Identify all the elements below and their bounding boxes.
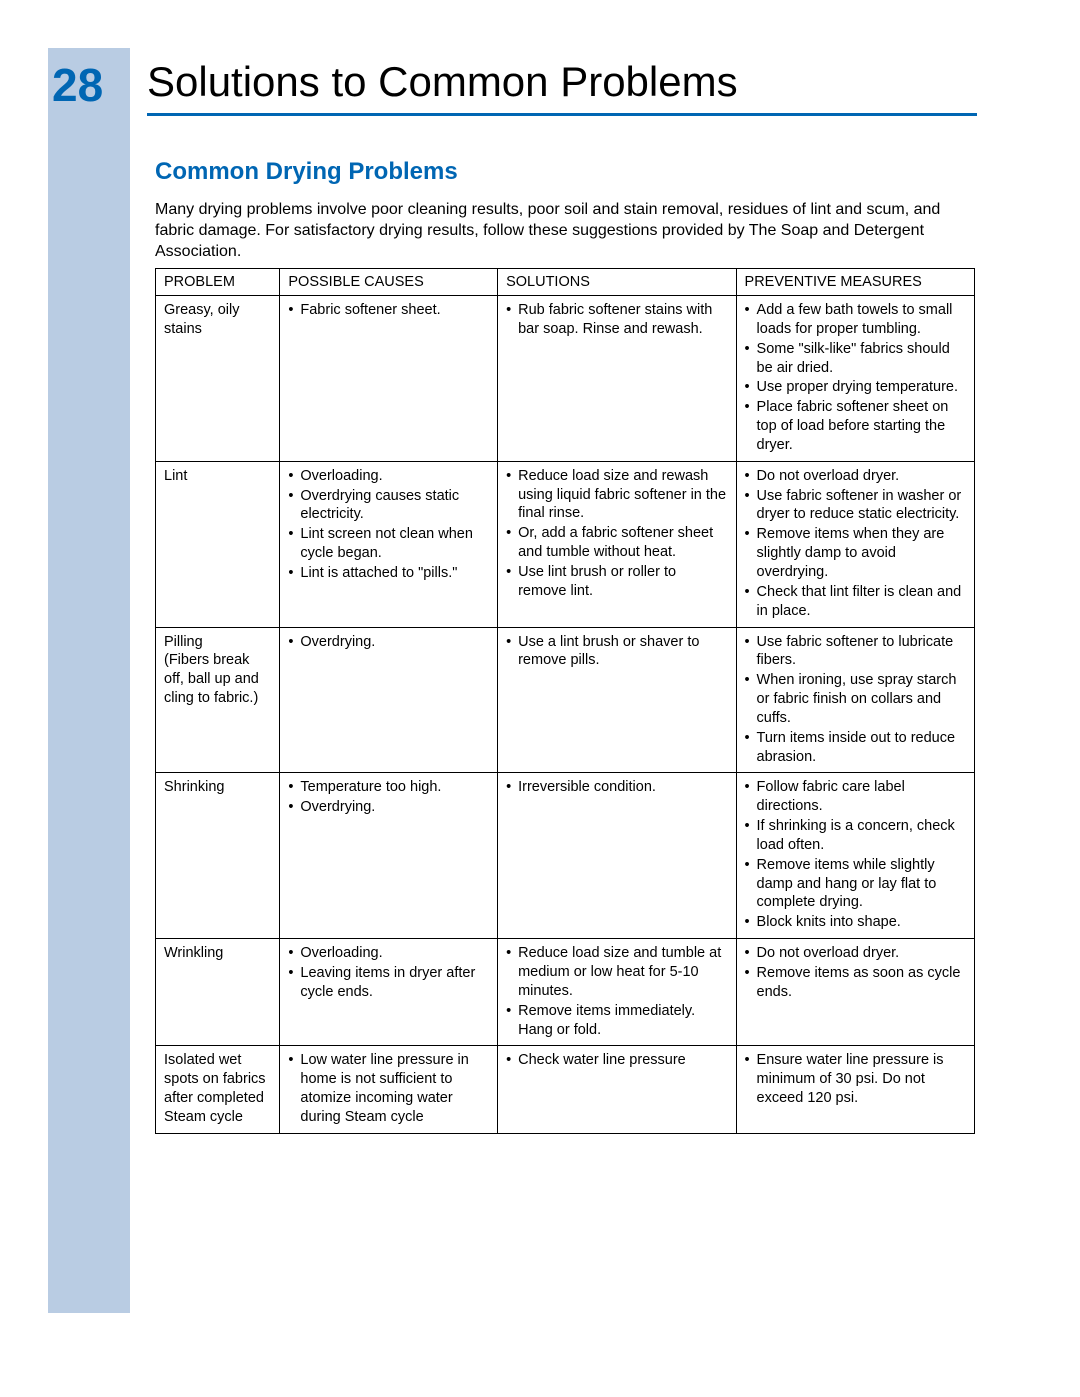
bullet-item: Some "silk-like" fabrics should be air d…: [745, 340, 966, 378]
bullet-item: Use fabric softener in washer or dryer t…: [745, 487, 966, 525]
bullet-list: Overloading.Overdrying causes static ele…: [288, 467, 489, 583]
cell-preventive: Ensure water line pressure is minimum of…: [736, 1046, 974, 1133]
header-solutions: SOLUTIONS: [498, 269, 736, 296]
bullet-item: Do not overload dryer.: [745, 944, 966, 963]
intro-paragraph: Many drying problems involve poor cleani…: [155, 200, 970, 262]
bullet-list: Follow fabric care label directions.If s…: [745, 778, 966, 932]
cell-problem: Greasy, oily stains: [156, 296, 280, 462]
bullet-item: Remove items while slightly damp and han…: [745, 856, 966, 913]
bullet-item: Leaving items in dryer after cycle ends.: [288, 964, 489, 1002]
bullet-item: Overdrying.: [288, 633, 489, 652]
bullet-item: Use fabric softener to lubricate fibers.: [745, 633, 966, 671]
bullet-item: Overloading.: [288, 467, 489, 486]
cell-solutions: Check water line pressure: [498, 1046, 736, 1133]
bullet-item: If shrinking is a concern, check load of…: [745, 817, 966, 855]
bullet-item: Do not overload dryer.: [745, 467, 966, 486]
header-causes: POSSIBLE CAUSES: [280, 269, 498, 296]
bullet-item: Ensure water line pressure is minimum of…: [745, 1051, 966, 1108]
cell-solutions: Reduce load size and tumble at medium or…: [498, 939, 736, 1046]
bullet-item: Remove items when they are slightly damp…: [745, 525, 966, 582]
cell-causes: Low water line pressure in home is not s…: [280, 1046, 498, 1133]
cell-causes: Overdrying.: [280, 627, 498, 773]
cell-preventive: Add a few bath towels to small loads for…: [736, 296, 974, 462]
sidebar-bar: [48, 48, 130, 1313]
table-row: ShrinkingTemperature too high.Overdrying…: [156, 773, 975, 939]
page-title: Solutions to Common Problems: [147, 58, 738, 106]
bullet-item: Turn items inside out to reduce abrasion…: [745, 729, 966, 767]
table-row: Isolated wet spots on fabrics after comp…: [156, 1046, 975, 1133]
bullet-item: When ironing, use spray starch or fabric…: [745, 671, 966, 728]
cell-solutions: Reduce load size and rewash using liquid…: [498, 461, 736, 627]
bullet-list: Temperature too high.Overdrying.: [288, 778, 489, 817]
bullet-list: Fabric softener sheet.: [288, 301, 489, 320]
bullet-list: Reduce load size and rewash using liquid…: [506, 467, 727, 601]
bullet-item: Block knits into shape.: [745, 913, 966, 932]
bullet-item: Use a lint brush or shaver to remove pil…: [506, 633, 727, 671]
bullet-item: Overdrying causes static electricity.: [288, 487, 489, 525]
cell-preventive: Follow fabric care label directions.If s…: [736, 773, 974, 939]
table-row: Greasy, oily stains Fabric softener sheet…: [156, 296, 975, 462]
bullet-list: Add a few bath towels to small loads for…: [745, 301, 966, 455]
section-heading: Common Drying Problems: [155, 158, 458, 186]
bullet-list: Do not overload dryer.Remove items as so…: [745, 944, 966, 1002]
cell-preventive: Do not overload dryer.Use fabric softene…: [736, 461, 974, 627]
cell-problem: Lint: [156, 461, 280, 627]
bullet-item: Remove items as soon as cycle ends.: [745, 964, 966, 1002]
bullet-list: Reduce load size and tumble at medium or…: [506, 944, 727, 1039]
title-rule: [147, 113, 977, 116]
bullet-item: Rub fabric softener stains with bar soap…: [506, 301, 727, 339]
table-row: Pilling (Fibers break off, ball up and c…: [156, 627, 975, 773]
bullet-item: Reduce load size and rewash using liquid…: [506, 467, 727, 524]
bullet-item: Reduce load size and tumble at medium or…: [506, 944, 727, 1001]
header-preventive: PREVENTIVE MEASURES: [736, 269, 974, 296]
bullet-item: Or, add a fabric softener sheet and tumb…: [506, 524, 727, 562]
bullet-item: Temperature too high.: [288, 778, 489, 797]
cell-preventive: Use fabric softener to lubricate fibers.…: [736, 627, 974, 773]
bullet-list: Check water line pressure: [506, 1051, 727, 1070]
bullet-item: Low water line pressure in home is not s…: [288, 1051, 489, 1126]
bullet-item: Add a few bath towels to small loads for…: [745, 301, 966, 339]
bullet-list: Overloading.Leaving items in dryer after…: [288, 944, 489, 1002]
bullet-list: Irreversible condition.: [506, 778, 727, 797]
cell-problem: Isolated wet spots on fabrics after comp…: [156, 1046, 280, 1133]
cell-causes: Overloading.Overdrying causes static ele…: [280, 461, 498, 627]
bullet-item: Follow fabric care label directions.: [745, 778, 966, 816]
problems-table: PROBLEM POSSIBLE CAUSES SOLUTIONS PREVEN…: [155, 268, 975, 1134]
bullet-item: Check water line pressure: [506, 1051, 727, 1070]
cell-problem: Shrinking: [156, 773, 280, 939]
cell-problem: Wrinkling: [156, 939, 280, 1046]
bullet-list: Do not overload dryer.Use fabric softene…: [745, 467, 966, 621]
table-row: WrinklingOverloading.Leaving items in dr…: [156, 939, 975, 1046]
cell-problem: Pilling (Fibers break off, ball up and c…: [156, 627, 280, 773]
bullet-list: Use a lint brush or shaver to remove pil…: [506, 633, 727, 671]
bullet-list: Overdrying.: [288, 633, 489, 652]
bullet-list: Use fabric softener to lubricate fibers.…: [745, 633, 966, 767]
bullet-item: Overdrying.: [288, 798, 489, 817]
cell-solutions: Irreversible condition.: [498, 773, 736, 939]
page-number: 28: [52, 58, 103, 112]
cell-solutions: Use a lint brush or shaver to remove pil…: [498, 627, 736, 773]
bullet-list: Low water line pressure in home is not s…: [288, 1051, 489, 1126]
header-problem: PROBLEM: [156, 269, 280, 296]
bullet-item: Check that lint filter is clean and in p…: [745, 583, 966, 621]
bullet-item: Irreversible condition.: [506, 778, 727, 797]
table-body: Greasy, oily stains Fabric softener sheet…: [156, 296, 975, 1134]
cell-solutions: Rub fabric softener stains with bar soap…: [498, 296, 736, 462]
cell-causes: Overloading.Leaving items in dryer after…: [280, 939, 498, 1046]
bullet-item: Overloading.: [288, 944, 489, 963]
bullet-item: Lint screen not clean when cycle began.: [288, 525, 489, 563]
cell-causes: Fabric softener sheet.: [280, 296, 498, 462]
table-row: LintOverloading.Overdrying causes static…: [156, 461, 975, 627]
bullet-item: Remove items immediately. Hang or fold.: [506, 1002, 727, 1040]
bullet-list: Rub fabric softener stains with bar soap…: [506, 301, 727, 339]
bullet-item: Place fabric softener sheet on top of lo…: [745, 398, 966, 455]
bullet-item: Use proper drying temperature.: [745, 378, 966, 397]
bullet-item: Use lint brush or roller to remove lint.: [506, 563, 727, 601]
bullet-item: Lint is attached to "pills.": [288, 564, 489, 583]
cell-preventive: Do not overload dryer.Remove items as so…: [736, 939, 974, 1046]
bullet-item: Fabric softener sheet.: [288, 301, 489, 320]
cell-causes: Temperature too high.Overdrying.: [280, 773, 498, 939]
bullet-list: Ensure water line pressure is minimum of…: [745, 1051, 966, 1108]
table-header-row: PROBLEM POSSIBLE CAUSES SOLUTIONS PREVEN…: [156, 269, 975, 296]
